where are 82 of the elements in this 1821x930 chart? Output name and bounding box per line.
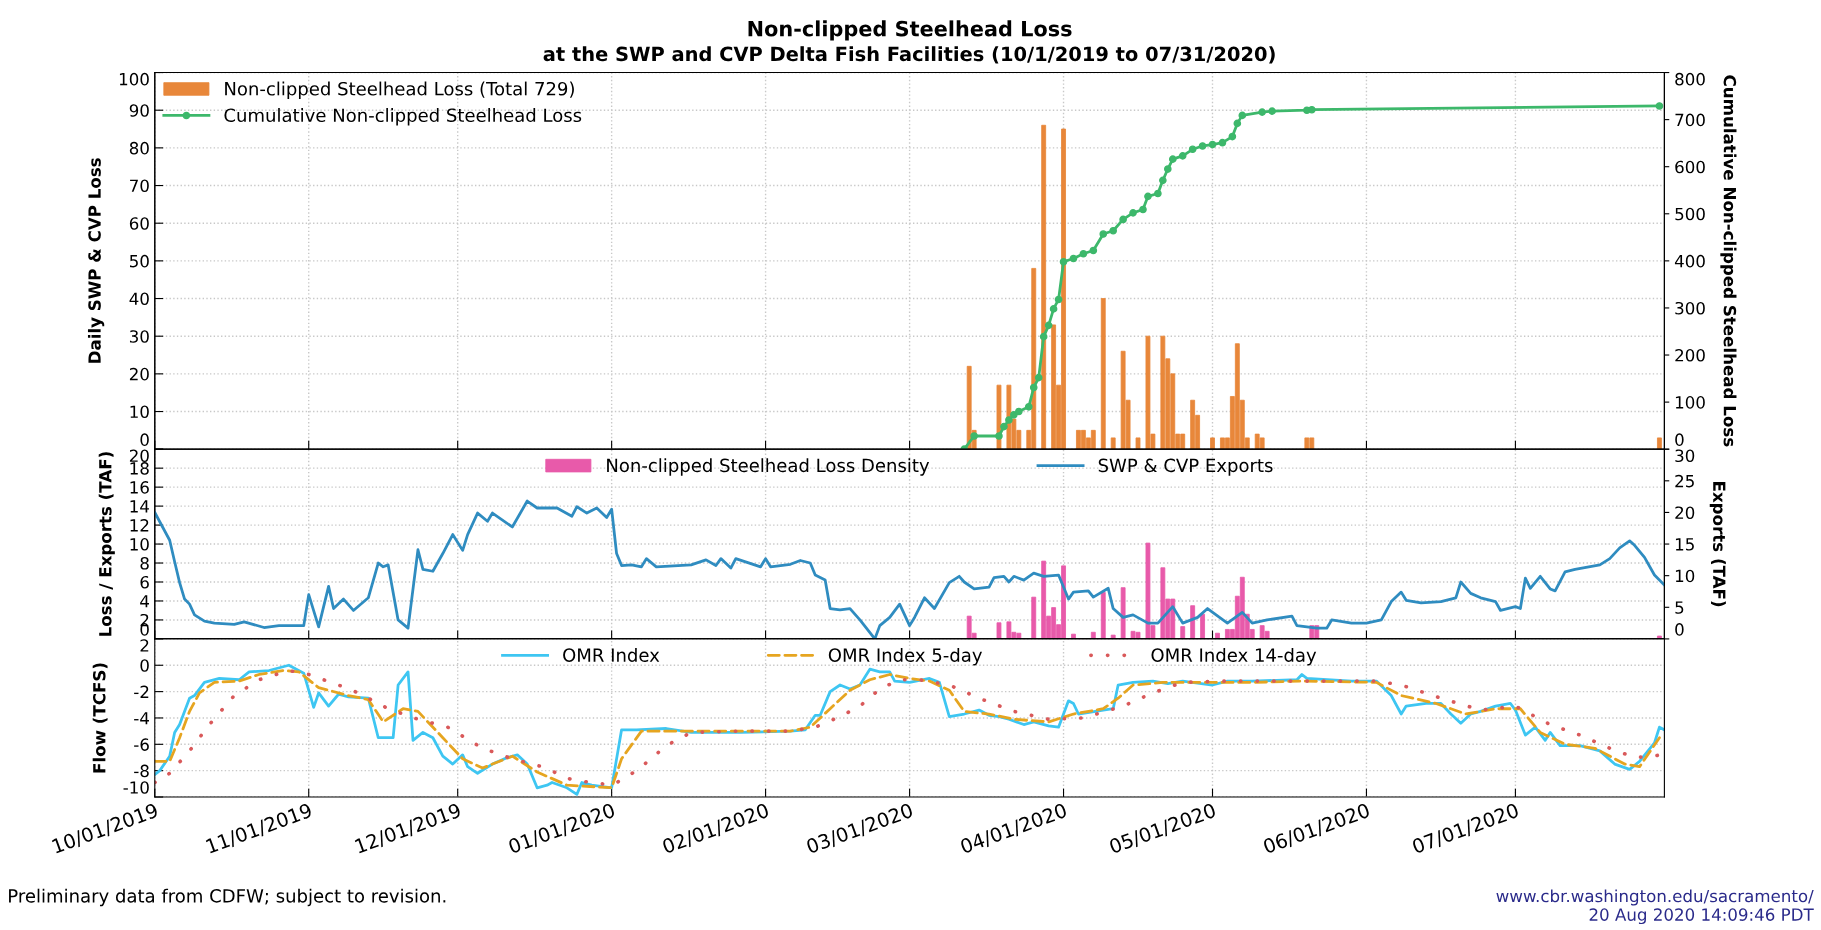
bar: [1110, 634, 1116, 639]
text: www.cbr.washington.edu/sacramento/: [1496, 889, 1814, 906]
text: 20 Aug 2020 14:09:46 PDT: [1589, 908, 1814, 925]
y-tick-label: 100: [119, 72, 149, 86]
bar: [1090, 631, 1096, 639]
chart-title: Non-clipped Steelhead Loss: [748, 20, 1072, 41]
bar: [1041, 560, 1047, 639]
y2-tick-label: 0: [1675, 623, 1684, 636]
bar: [1190, 399, 1196, 450]
y2-tick-label: 500: [1675, 207, 1705, 221]
y2-axis-title: Exports (TAF): [1709, 482, 1726, 607]
y-tick-label: 80: [129, 141, 149, 155]
y2-tick-label: 200: [1675, 348, 1705, 362]
bar: [1041, 124, 1047, 450]
bar: [1110, 437, 1116, 450]
bar: [1090, 429, 1096, 450]
y2-tick-label: 25: [1675, 474, 1694, 488]
y-tick-label: 18: [130, 462, 149, 475]
y-tick-label: 40: [129, 292, 149, 306]
y-tick-label: 4: [140, 595, 149, 608]
y2-tick-label: 800: [1675, 72, 1705, 86]
legend-label: SWP & CVP Exports: [1098, 458, 1273, 476]
y2-tick-label: 0: [1675, 433, 1684, 446]
y-tick-label: 12: [130, 519, 149, 532]
y-axis-title: Loss / Exports (TAF): [98, 452, 115, 636]
bar: [1657, 437, 1662, 450]
legend-label: Non-clipped Steelhead Loss (Total 729): [225, 81, 574, 100]
y-tick-label: 90: [129, 104, 149, 117]
bar: [1100, 298, 1106, 450]
y-tick-label: 20: [129, 449, 149, 463]
y-tick-label: -4: [134, 712, 149, 725]
y-tick-label: -8: [134, 764, 149, 778]
y-tick-label: 0: [140, 659, 149, 672]
y2-tick-label: 300: [1675, 301, 1705, 315]
y-axis-title: Daily SWP & CVP Loss: [87, 158, 105, 363]
y-tick-label: 30: [129, 330, 149, 343]
y-tick-label: 14: [130, 500, 149, 513]
legend-label: OMR Index 5-day: [828, 647, 982, 666]
bar: [1190, 605, 1196, 639]
text: Preliminary data from CDFW; subject to revision.: [9, 888, 446, 907]
bar: [1120, 587, 1126, 639]
y2-tick-label: 20: [1675, 506, 1695, 519]
y-axis-title: Flow (TCFS): [92, 663, 108, 773]
bar: [1657, 635, 1662, 639]
y-tick-label: 6: [140, 575, 149, 589]
legend-label: OMR Index: [563, 647, 660, 662]
y-tick-label: 60: [129, 217, 149, 230]
y2-tick-label: 10: [1675, 569, 1695, 583]
bar: [1100, 592, 1106, 639]
bar: [996, 622, 1002, 639]
bar: [1259, 437, 1265, 450]
y2-tick-label: 30: [1675, 449, 1695, 463]
y-tick-label: -10: [123, 781, 149, 794]
y-tick-label: 70: [130, 179, 149, 193]
y-tick-label: 20: [129, 367, 149, 381]
legend-label: Cumulative Non-clipped Steelhead Loss: [224, 108, 582, 126]
y2-tick-label: 100: [1675, 396, 1705, 409]
y-tick-label: 16: [130, 481, 149, 494]
y-tick-label: 2: [140, 639, 149, 652]
legend-label: OMR Index 14-day: [1151, 647, 1317, 666]
bar: [1135, 437, 1141, 450]
y2-tick-label: 600: [1675, 160, 1705, 174]
y2-tick-label: 15: [1675, 538, 1694, 551]
y2-tick-label: 400: [1674, 254, 1705, 268]
chart-subtitle: at the SWP and CVP Delta Fish Facilities (10/1/2019 to 07/31/2020): [543, 46, 1275, 64]
bar: [1304, 437, 1310, 450]
y2-tick-label: 5: [1675, 601, 1684, 614]
y-tick-label: -6: [134, 738, 149, 751]
y2-tick-label: 700: [1675, 113, 1705, 127]
bar: [1160, 335, 1166, 450]
bar: [1180, 626, 1186, 639]
legend-label: Non-clipped Steelhead Loss Density: [607, 458, 930, 476]
y-tick-label: 8: [140, 556, 149, 570]
y-tick-label: -2: [134, 685, 149, 698]
bar: [1200, 613, 1205, 639]
bar: [1160, 567, 1166, 639]
y-tick-label: 0: [140, 433, 149, 446]
y-tick-label: 10: [130, 538, 149, 551]
bar: [1031, 596, 1037, 639]
y-tick-label: 50: [130, 254, 149, 268]
y-tick-label: 10: [130, 405, 149, 419]
y2-axis-title: Cumulative Non-clipped Steelhead Loss: [1720, 75, 1737, 447]
